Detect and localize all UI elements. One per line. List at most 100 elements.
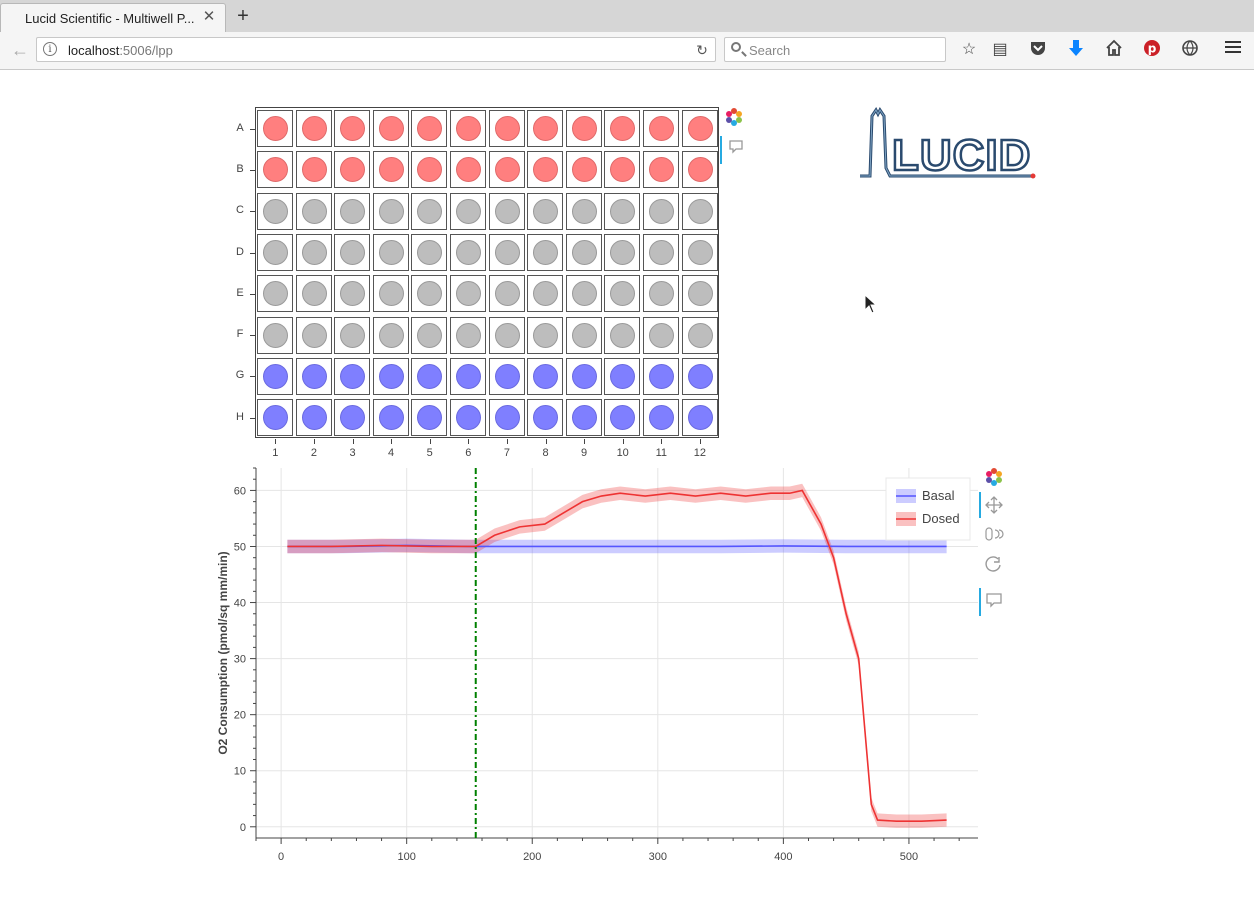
well-D11[interactable] bbox=[643, 233, 679, 271]
well-F2[interactable] bbox=[295, 316, 332, 354]
well-C4[interactable] bbox=[372, 192, 409, 230]
well-F4[interactable] bbox=[372, 316, 409, 354]
well-F8[interactable] bbox=[527, 316, 564, 354]
well-A9[interactable] bbox=[565, 110, 602, 147]
well-B8[interactable] bbox=[527, 151, 564, 189]
well-D4[interactable] bbox=[372, 233, 409, 271]
reload-icon[interactable]: ↻ bbox=[696, 42, 708, 58]
download-icon[interactable] bbox=[1065, 39, 1087, 61]
well-F5[interactable] bbox=[411, 316, 448, 354]
well-A10[interactable] bbox=[604, 110, 641, 147]
well-G1[interactable] bbox=[257, 357, 293, 395]
well-E7[interactable] bbox=[488, 275, 525, 313]
well-C6[interactable] bbox=[450, 192, 486, 230]
bookmark-star-icon[interactable]: ☆ bbox=[961, 41, 977, 58]
well-A2[interactable] bbox=[295, 110, 332, 147]
well-F7[interactable] bbox=[488, 316, 525, 354]
well-G11[interactable] bbox=[643, 357, 679, 395]
legend-label-basal[interactable]: Basal bbox=[922, 488, 955, 503]
well-A5[interactable] bbox=[411, 110, 448, 147]
well-D9[interactable] bbox=[565, 233, 602, 271]
well-C2[interactable] bbox=[295, 192, 332, 230]
well-A1[interactable] bbox=[257, 110, 293, 147]
well-G10[interactable] bbox=[604, 357, 641, 395]
well-F11[interactable] bbox=[643, 316, 679, 354]
well-C9[interactable] bbox=[565, 192, 602, 230]
well-H3[interactable] bbox=[334, 399, 371, 437]
well-D10[interactable] bbox=[604, 233, 641, 271]
pan-tool-icon[interactable] bbox=[985, 496, 1003, 514]
well-C7[interactable] bbox=[488, 192, 525, 230]
well-D8[interactable] bbox=[527, 233, 564, 271]
well-B12[interactable] bbox=[681, 151, 718, 189]
close-tab-icon[interactable]: ✕ bbox=[202, 8, 216, 25]
well-H7[interactable] bbox=[488, 399, 525, 437]
well-D3[interactable] bbox=[334, 233, 371, 271]
well-C5[interactable] bbox=[411, 192, 448, 230]
well-E9[interactable] bbox=[565, 275, 602, 313]
well-C3[interactable] bbox=[334, 192, 371, 230]
well-A8[interactable] bbox=[527, 110, 564, 147]
well-B10[interactable] bbox=[604, 151, 641, 189]
well-G3[interactable] bbox=[334, 357, 371, 395]
well-E2[interactable] bbox=[295, 275, 332, 313]
well-B4[interactable] bbox=[372, 151, 409, 189]
home-icon[interactable] bbox=[1103, 39, 1125, 61]
well-H11[interactable] bbox=[643, 399, 679, 437]
back-button[interactable]: ← bbox=[11, 40, 29, 60]
well-D7[interactable] bbox=[488, 233, 525, 271]
well-F3[interactable] bbox=[334, 316, 371, 354]
well-H5[interactable] bbox=[411, 399, 448, 437]
well-E5[interactable] bbox=[411, 275, 448, 313]
url-bar[interactable]: i localhost:5006/lpp ↻ bbox=[36, 37, 716, 62]
info-icon[interactable]: i bbox=[43, 42, 57, 56]
well-B11[interactable] bbox=[643, 151, 679, 189]
well-A6[interactable] bbox=[450, 110, 486, 147]
well-B3[interactable] bbox=[334, 151, 371, 189]
well-D5[interactable] bbox=[411, 233, 448, 271]
search-bar[interactable]: Search bbox=[724, 37, 946, 62]
well-G8[interactable] bbox=[527, 357, 564, 395]
hover-tool-icon[interactable] bbox=[986, 593, 1002, 608]
well-G9[interactable] bbox=[565, 357, 602, 395]
bokeh-logo-icon[interactable] bbox=[724, 107, 744, 127]
well-H12[interactable] bbox=[681, 399, 718, 437]
well-E10[interactable] bbox=[604, 275, 641, 313]
well-D6[interactable] bbox=[450, 233, 486, 271]
well-H4[interactable] bbox=[372, 399, 409, 437]
wheel-zoom-tool-icon[interactable] bbox=[985, 527, 993, 541]
well-E12[interactable] bbox=[681, 275, 718, 313]
well-A7[interactable] bbox=[488, 110, 525, 147]
well-G5[interactable] bbox=[411, 357, 448, 395]
series-line-dosed[interactable] bbox=[287, 489, 947, 822]
well-E6[interactable] bbox=[450, 275, 486, 313]
well-A3[interactable] bbox=[334, 110, 371, 147]
reading-list-icon[interactable]: ▤ bbox=[992, 41, 1008, 58]
well-F1[interactable] bbox=[257, 316, 293, 354]
well-D2[interactable] bbox=[295, 233, 332, 271]
well-A11[interactable] bbox=[643, 110, 679, 147]
well-H8[interactable] bbox=[527, 399, 564, 437]
well-G2[interactable] bbox=[295, 357, 332, 395]
globe-icon[interactable] bbox=[1179, 39, 1201, 61]
well-E8[interactable] bbox=[527, 275, 564, 313]
well-E11[interactable] bbox=[643, 275, 679, 313]
well-B1[interactable] bbox=[257, 151, 293, 189]
well-F6[interactable] bbox=[450, 316, 486, 354]
reset-tool-icon[interactable] bbox=[985, 556, 1001, 572]
well-G4[interactable] bbox=[372, 357, 409, 395]
well-C1[interactable] bbox=[257, 192, 293, 230]
legend-label-dosed[interactable]: Dosed bbox=[922, 511, 960, 526]
pocket-icon[interactable] bbox=[1027, 39, 1049, 61]
hover-tool-icon[interactable] bbox=[726, 139, 746, 159]
well-B9[interactable] bbox=[565, 151, 602, 189]
well-B6[interactable] bbox=[450, 151, 486, 189]
well-E3[interactable] bbox=[334, 275, 371, 313]
well-H6[interactable] bbox=[450, 399, 486, 437]
menu-icon[interactable] bbox=[1222, 39, 1244, 61]
well-F10[interactable] bbox=[604, 316, 641, 354]
well-B5[interactable] bbox=[411, 151, 448, 189]
well-H9[interactable] bbox=[565, 399, 602, 437]
well-A12[interactable] bbox=[681, 110, 718, 147]
well-G6[interactable] bbox=[450, 357, 486, 395]
